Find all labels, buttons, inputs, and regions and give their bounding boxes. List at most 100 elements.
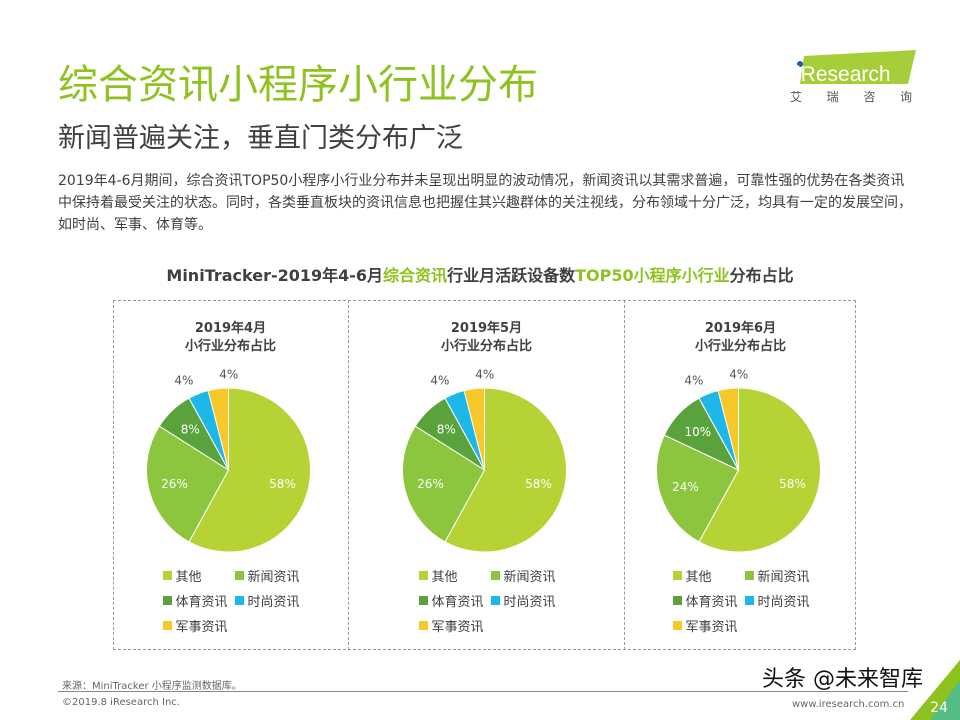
divider [348, 300, 349, 650]
svg-text:iResearch: iResearch [796, 63, 891, 86]
data-label: 26% [417, 477, 444, 491]
pie-chart: 58% 24% 10% 4% 4% [656, 368, 821, 553]
pie-title-line: 2019年6月 [704, 321, 777, 336]
legend-swatch [162, 596, 172, 605]
legend-label: 军事资讯 [431, 620, 484, 635]
pie-slice [444, 387, 567, 553]
legend-item: 新闻资讯 [490, 566, 556, 585]
pie-slice [717, 387, 739, 471]
data-label: 8% [437, 422, 456, 436]
data-label: 4% [729, 368, 748, 382]
legend-label: 时尚资讯 [503, 595, 556, 610]
chart-title-highlight: 综合资讯 [383, 266, 448, 285]
legend-swatch [162, 621, 172, 630]
legend-swatch [490, 596, 500, 605]
pie-chart: 58% 26% 8% 4% 4% [402, 368, 567, 553]
chart-frame [113, 300, 856, 650]
iresearch-logo: iResearch 艾 瑞 咨 询 [790, 50, 920, 110]
data-label: 58% [779, 477, 806, 491]
legend-swatch [672, 621, 682, 630]
legend-item: 体育资讯 [672, 591, 738, 610]
data-label: 10% [685, 425, 712, 439]
data-label: 58% [525, 477, 552, 491]
legend-label: 新闻资讯 [757, 570, 810, 585]
pie-panel: 2019年6月 小行业分布占比 58% 24% 10% 4% 4% 其他 新闻资讯体育资讯 时尚资… [625, 300, 856, 650]
pie-slice [656, 434, 740, 543]
pie-slice [463, 387, 485, 471]
legend-swatch [162, 571, 172, 580]
legend-label: 其他 [175, 570, 202, 585]
legend-item: 军事资讯 [418, 616, 484, 635]
pie-title-line: 2019年5月 [450, 321, 523, 336]
page-corner-decoration [910, 660, 960, 720]
watermark: 头条 @未来智库 [762, 667, 923, 692]
pie-title-line: 2019年4月 [194, 321, 267, 336]
footer-divider [58, 691, 908, 692]
legend-label: 新闻资讯 [247, 570, 300, 585]
legend-item: 军事资讯 [162, 616, 228, 635]
logo-char: 艾 [790, 90, 803, 104]
legend-item: 其他 [162, 566, 202, 585]
divider [624, 300, 625, 650]
pie-slice [402, 425, 486, 543]
legend-label: 其他 [431, 570, 458, 585]
legend-swatch [672, 571, 682, 580]
legend-label: 体育资讯 [685, 595, 738, 610]
data-label: 4% [219, 368, 238, 382]
logo-char: 瑞 [826, 90, 839, 104]
pie-slice [207, 387, 229, 471]
page-title: 综合资讯小程序小行业分布 [58, 62, 538, 108]
logo-char: 询 [899, 90, 912, 104]
data-label: 4% [475, 368, 494, 382]
legend-swatch [234, 596, 244, 605]
legend-label: 军事资讯 [685, 620, 738, 635]
pie-slice [698, 387, 821, 553]
copyright: ©2019.8 iResearch Inc. [62, 697, 180, 708]
legend-item: 军事资讯 [672, 616, 738, 635]
source-note: 来源：MiniTracker 小程序监测数据库。 [62, 681, 242, 692]
logo-char: 咨 [863, 90, 876, 104]
page-subtitle: 新闻普遍关注，垂直门类分布广泛 [58, 123, 463, 154]
legend-label: 体育资讯 [431, 595, 484, 610]
page-number: 24 [930, 700, 948, 716]
chart-title-highlight: TOP50小程序小行业 [575, 266, 730, 285]
legend-swatch [744, 571, 754, 580]
chart-title-part: MiniTracker-2019年4-6月 [166, 266, 384, 285]
legend-swatch [418, 596, 428, 605]
pie-slice [146, 425, 230, 543]
chart-title: MiniTracker-2019年4-6月综合资讯行业月活跃设备数TOP50小程… [0, 262, 960, 286]
legend-label: 时尚资讯 [247, 595, 300, 610]
data-label: 4% [684, 373, 703, 387]
legend-swatch [672, 596, 682, 605]
data-label: 4% [174, 373, 193, 387]
legend-swatch [744, 596, 754, 605]
data-label: 58% [269, 477, 296, 491]
website-link[interactable]: www.iresearch.com.cn [792, 699, 905, 710]
chart-title-part: 分布占比 [729, 266, 794, 285]
pie-title: 2019年5月 小行业分布占比 [349, 320, 624, 356]
legend-swatch [234, 571, 244, 580]
data-label: 4% [430, 373, 449, 387]
legend-item: 时尚资讯 [744, 591, 810, 610]
legend-item: 时尚资讯 [234, 591, 300, 610]
data-label: 24% [672, 480, 699, 494]
pie-chart: 58% 26% 8% 4% 4% [146, 368, 311, 553]
legend-item: 新闻资讯 [744, 566, 810, 585]
pie-title-line: 小行业分布占比 [694, 339, 786, 354]
pie-panel: 2019年4月 小行业分布占比 58% 26% 8% 4% 4% 其他 新闻资讯 体育资讯 时尚资讯… [113, 300, 348, 650]
legend-swatch [418, 571, 428, 580]
chart-title-part: 行业月活跃设备数 [447, 266, 576, 285]
legend-item: 其他 [672, 566, 712, 585]
pie-title-line: 小行业分布占比 [440, 339, 532, 354]
pie-slice [188, 387, 311, 553]
pie-panel: 2019年5月 小行业分布占比 58% 26% 8% 4% 4% 其他 新闻资讯 体育资讯 时尚资讯… [349, 300, 624, 650]
legend-swatch [418, 621, 428, 630]
legend-label: 军事资讯 [175, 620, 228, 635]
legend-item: 体育资讯 [162, 591, 228, 610]
legend-label: 体育资讯 [175, 595, 228, 610]
legend-swatch [490, 571, 500, 580]
legend-item: 新闻资讯 [234, 566, 300, 585]
legend-item: 时尚资讯 [490, 591, 556, 610]
legend-item: 其他 [418, 566, 458, 585]
pie-title: 2019年6月 小行业分布占比 [625, 320, 856, 356]
